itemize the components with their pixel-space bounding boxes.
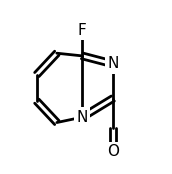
Text: F: F	[78, 23, 87, 38]
Text: N: N	[77, 110, 88, 125]
Text: N: N	[107, 56, 119, 71]
Text: O: O	[107, 144, 119, 159]
